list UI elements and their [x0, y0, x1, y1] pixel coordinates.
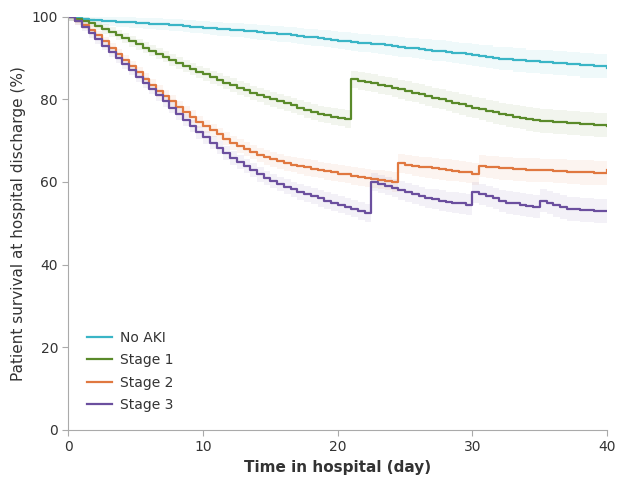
Stage 3	[603, 208, 611, 214]
No AKI	[65, 14, 72, 19]
Stage 2	[307, 166, 315, 172]
Y-axis label: Patient survival at hospital discharge (%): Patient survival at hospital discharge (…	[11, 66, 26, 381]
Stage 2	[172, 104, 180, 110]
Stage 3	[287, 187, 295, 192]
Line: Stage 1: Stage 1	[68, 17, 607, 126]
No AKI	[509, 57, 517, 63]
Stage 3	[442, 199, 450, 205]
No AKI	[482, 54, 490, 60]
Stage 3	[65, 14, 72, 19]
Stage 2	[226, 140, 234, 146]
Stage 1	[603, 123, 611, 129]
Stage 1	[65, 14, 72, 19]
Stage 3	[233, 159, 241, 165]
Stage 2	[475, 163, 483, 169]
Stage 3	[152, 92, 160, 98]
No AKI	[603, 65, 611, 71]
Stage 2	[603, 167, 611, 173]
Stage 3	[361, 210, 369, 216]
Stage 3	[98, 43, 106, 49]
Stage 3	[327, 200, 335, 206]
Stage 1	[112, 32, 119, 38]
No AKI	[226, 27, 234, 33]
Stage 2	[65, 14, 72, 19]
Stage 1	[388, 85, 396, 90]
No AKI	[469, 52, 477, 57]
Line: No AKI: No AKI	[68, 17, 607, 68]
Stage 1	[401, 88, 409, 94]
Stage 2	[388, 179, 396, 185]
No AKI	[307, 35, 315, 40]
Legend: No AKI, Stage 1, Stage 2, Stage 3: No AKI, Stage 1, Stage 2, Stage 3	[75, 320, 184, 423]
Stage 1	[240, 87, 247, 93]
Line: Stage 2: Stage 2	[68, 17, 607, 182]
Stage 2	[489, 165, 497, 171]
Line: Stage 3: Stage 3	[68, 17, 607, 213]
Stage 2	[522, 167, 530, 173]
X-axis label: Time in hospital (day): Time in hospital (day)	[245, 460, 431, 475]
Stage 1	[327, 114, 335, 120]
Stage 1	[469, 104, 477, 110]
No AKI	[172, 22, 180, 28]
